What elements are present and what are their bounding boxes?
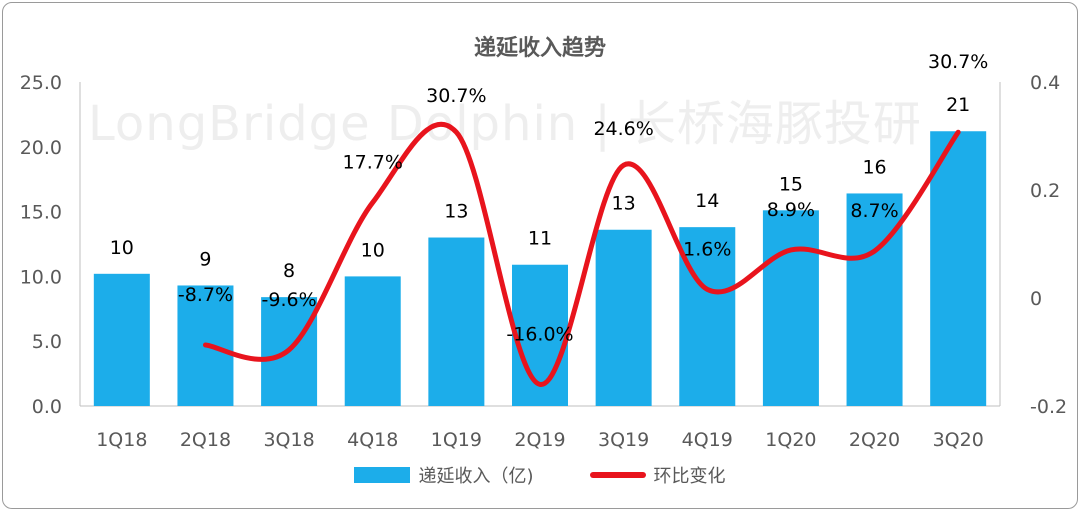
legend-item-bar: 递延收入（亿) bbox=[354, 462, 534, 488]
line-data-label: -16.0% bbox=[506, 323, 573, 345]
y-right-tick-label: 0.2 bbox=[1030, 180, 1060, 202]
x-tick-label: 3Q20 bbox=[933, 429, 984, 451]
bar-data-label: 13 bbox=[444, 201, 468, 223]
bar-data-label: 15 bbox=[779, 173, 803, 195]
bar-data-label: 9 bbox=[199, 248, 211, 270]
bar-data-label: 11 bbox=[528, 228, 552, 250]
bar bbox=[762, 210, 819, 406]
line-data-label: -9.6% bbox=[262, 289, 317, 311]
bar bbox=[344, 276, 401, 406]
line-data-label: 30.7% bbox=[928, 51, 988, 73]
y-left-tick-label: 10.0 bbox=[20, 266, 62, 288]
y-left-tick-label: 25.0 bbox=[20, 72, 62, 94]
line-data-label: 8.7% bbox=[850, 200, 898, 222]
line-data-label: 8.9% bbox=[767, 199, 815, 221]
legend-label-line: 环比变化 bbox=[653, 466, 726, 487]
line-data-label: 24.6% bbox=[593, 118, 653, 140]
bar bbox=[595, 229, 652, 406]
bar-data-label: 13 bbox=[612, 193, 636, 215]
y-left-tick-label: 15.0 bbox=[20, 202, 62, 224]
legend-swatch-line bbox=[589, 472, 646, 478]
x-tick-label: 1Q19 bbox=[431, 429, 482, 451]
bar-data-label: 14 bbox=[695, 190, 719, 212]
legend: 递延收入（亿) 环比变化 bbox=[0, 462, 1080, 488]
legend-label-bar: 递延收入（亿) bbox=[418, 466, 534, 487]
line-data-label: 1.6% bbox=[683, 238, 731, 260]
bar bbox=[93, 273, 150, 406]
y-left-tick-label: 20.0 bbox=[20, 137, 62, 159]
x-tick-label: 2Q19 bbox=[514, 429, 565, 451]
bar-data-label: 10 bbox=[110, 237, 134, 259]
x-tick-label: 4Q18 bbox=[347, 429, 398, 451]
x-tick-label: 3Q18 bbox=[263, 429, 314, 451]
line-data-label: 17.7% bbox=[343, 151, 403, 173]
bar bbox=[846, 193, 903, 406]
bar-data-label: 8 bbox=[283, 260, 295, 282]
bar bbox=[930, 131, 987, 407]
bar bbox=[428, 237, 485, 406]
bar-data-label: 16 bbox=[862, 156, 886, 178]
line-data-label: -8.7% bbox=[178, 284, 233, 306]
y-left-tick-label: 5.0 bbox=[32, 331, 62, 353]
y-right-tick-label: -0.2 bbox=[1030, 396, 1067, 418]
y-left-tick-label: 0.0 bbox=[32, 396, 62, 418]
bar-data-label: 21 bbox=[946, 94, 970, 116]
line-data-label: 30.7% bbox=[426, 85, 486, 107]
x-tick-label: 1Q18 bbox=[96, 429, 147, 451]
x-tick-label: 3Q19 bbox=[598, 429, 649, 451]
chart-title: 递延收入趋势 bbox=[473, 36, 606, 61]
y-right-tick-label: 0.4 bbox=[1030, 72, 1060, 94]
series-line-qoq bbox=[202, 121, 961, 387]
watermark: LongBridge Dolphin | 长桥海豚投研 bbox=[88, 96, 922, 152]
x-tick-label: 2Q20 bbox=[849, 429, 900, 451]
x-tick-label: 4Q19 bbox=[682, 429, 733, 451]
bar bbox=[679, 227, 736, 406]
legend-item-line: 环比变化 bbox=[589, 462, 726, 488]
x-tick-label: 1Q20 bbox=[765, 429, 816, 451]
x-tick-label: 2Q18 bbox=[180, 429, 231, 451]
bar-data-label: 10 bbox=[361, 239, 385, 261]
legend-swatch-bar bbox=[354, 467, 411, 483]
y-right-tick-label: 0 bbox=[1030, 288, 1042, 310]
